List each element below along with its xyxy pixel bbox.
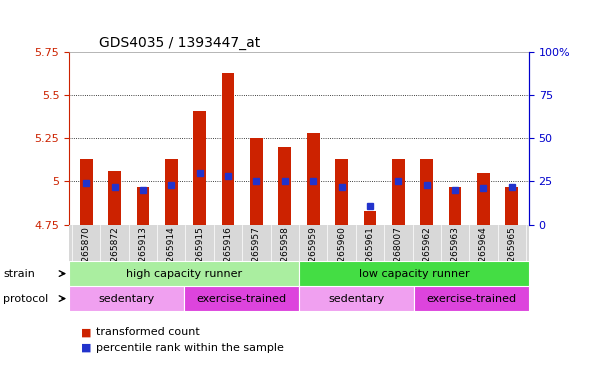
Bar [165, 159, 178, 225]
Text: percentile rank within the sample: percentile rank within the sample [96, 343, 284, 353]
Text: GSM265959: GSM265959 [309, 227, 318, 281]
Text: strain: strain [3, 268, 35, 279]
Text: GSM265872: GSM265872 [110, 227, 119, 281]
Bar [222, 73, 234, 225]
Bar [307, 133, 320, 225]
Bar [69, 261, 299, 286]
Text: GSM265915: GSM265915 [195, 227, 204, 281]
Bar [392, 159, 404, 225]
Text: GSM265870: GSM265870 [82, 227, 91, 281]
Text: GSM265960: GSM265960 [337, 227, 346, 281]
Bar [194, 111, 206, 225]
Bar [136, 187, 149, 225]
Text: GSM265957: GSM265957 [252, 227, 261, 281]
Bar [335, 159, 348, 225]
Text: GSM265913: GSM265913 [138, 227, 147, 281]
Bar [414, 286, 529, 311]
Bar [184, 286, 299, 311]
Text: sedentary: sedentary [99, 293, 154, 304]
Text: GSM265964: GSM265964 [479, 227, 488, 281]
Text: sedentary: sedentary [328, 293, 385, 304]
Text: transformed count: transformed count [96, 327, 200, 337]
Text: GSM265965: GSM265965 [507, 227, 516, 281]
Text: ■: ■ [81, 327, 91, 337]
Text: high capacity runner: high capacity runner [126, 268, 242, 279]
Bar [80, 159, 93, 225]
Bar [299, 261, 529, 286]
Bar [69, 286, 184, 311]
Bar [364, 211, 376, 225]
Text: GDS4035 / 1393447_at: GDS4035 / 1393447_at [99, 36, 260, 50]
Bar [420, 159, 433, 225]
Text: GSM265916: GSM265916 [224, 227, 233, 281]
Text: GSM265962: GSM265962 [423, 227, 431, 281]
Bar [250, 138, 263, 225]
Text: GSM265914: GSM265914 [167, 227, 175, 281]
Text: GSM265963: GSM265963 [451, 227, 460, 281]
Text: protocol: protocol [3, 293, 48, 304]
Text: GSM265961: GSM265961 [365, 227, 374, 281]
Bar [505, 187, 518, 225]
Bar [477, 173, 490, 225]
Bar [108, 171, 121, 225]
Text: exercise-trained: exercise-trained [197, 293, 287, 304]
Text: ■: ■ [81, 343, 91, 353]
Bar [69, 225, 529, 261]
Text: GSM265958: GSM265958 [280, 227, 289, 281]
Bar [449, 187, 462, 225]
Bar [299, 286, 414, 311]
Bar [278, 147, 291, 225]
Text: exercise-trained: exercise-trained [426, 293, 516, 304]
Text: low capacity runner: low capacity runner [359, 268, 469, 279]
Text: GSM268007: GSM268007 [394, 227, 403, 281]
